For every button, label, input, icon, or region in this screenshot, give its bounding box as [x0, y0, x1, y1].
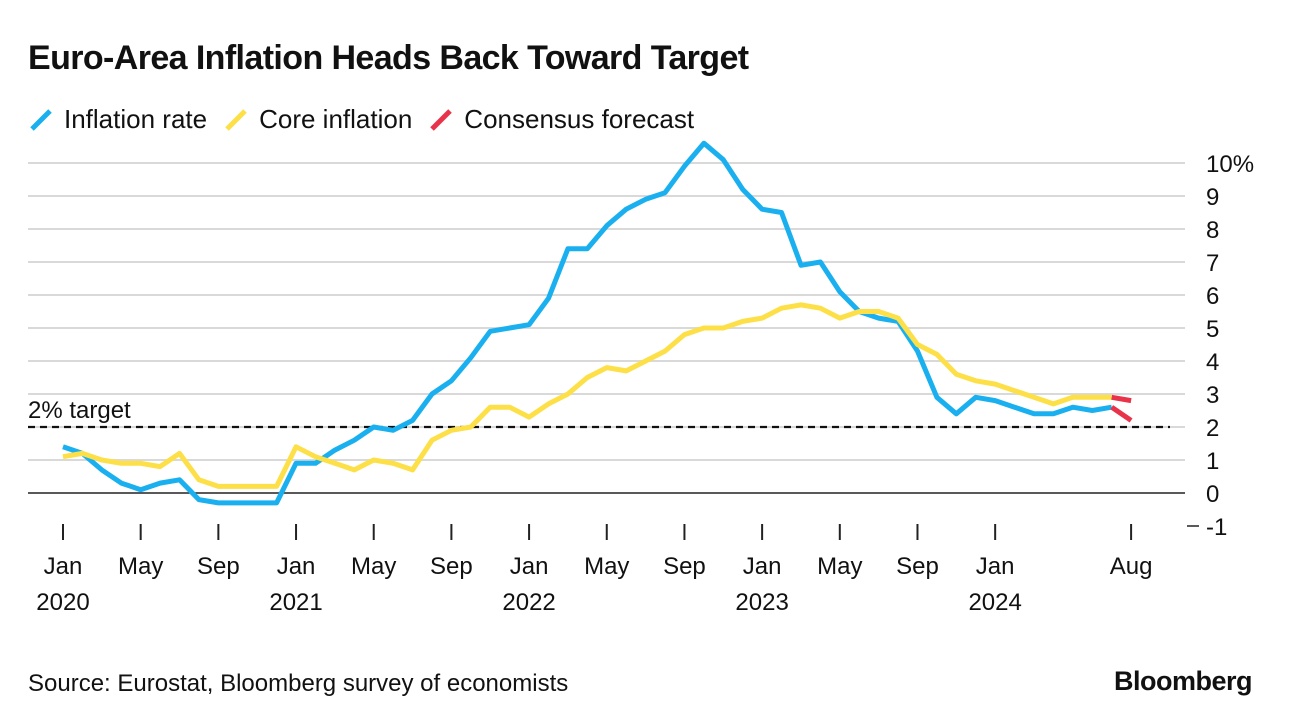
y-tick-label: 3	[1206, 382, 1219, 409]
x-tick-label: May	[351, 553, 396, 580]
legend-label: Core inflation	[259, 104, 413, 134]
x-tick-year: 2024	[968, 589, 1021, 616]
x-tick-label: Jan	[44, 553, 83, 580]
source-note: Source: Eurostat, Bloomberg survey of ec…	[28, 670, 569, 697]
y-tick-label: 4	[1206, 349, 1219, 376]
legend-label: Inflation rate	[64, 104, 208, 134]
y-tick-label: 10%	[1206, 151, 1254, 178]
legend-swatch-icon	[430, 108, 453, 131]
x-tick-label: Sep	[430, 553, 473, 580]
bloomberg-logo: Bloomberg	[1113, 666, 1253, 696]
legend-swatch-icon	[30, 108, 52, 131]
x-tick-label: Aug	[1110, 553, 1153, 580]
x-tick-label: Jan	[976, 553, 1015, 580]
legend-swatch-icon	[225, 108, 247, 131]
y-tick-label: 0	[1206, 481, 1219, 508]
y-tick-label: 7	[1206, 250, 1219, 277]
y-tick-label: 8	[1206, 217, 1219, 244]
legend-item-core-inflation: Core inflation	[223, 104, 412, 135]
y-tick-label: 1	[1206, 448, 1219, 475]
x-tick-year: 2022	[502, 589, 555, 616]
forecast-segment	[1111, 394, 1132, 404]
x-tick-label: May	[584, 553, 629, 580]
x-tick-label: Sep	[197, 553, 240, 580]
legend: Inflation rate Core inflation Consensus …	[28, 104, 710, 135]
legend-label: Consensus forecast	[464, 104, 695, 134]
x-tick-year: 2020	[36, 589, 89, 616]
series-line-inflation-rate	[62, 140, 1113, 506]
x-tick-year: 2023	[735, 589, 788, 616]
x-tick-label: Jan	[277, 553, 316, 580]
x-tick-year: 2021	[269, 589, 322, 616]
x-tick-label: Sep	[896, 553, 939, 580]
target-label: 2% target	[28, 397, 131, 424]
legend-item-inflation-rate: Inflation rate	[28, 104, 207, 135]
x-tick-label: May	[118, 553, 163, 580]
series-line-core-inflation	[62, 302, 1112, 489]
y-tick-label: 9	[1206, 184, 1219, 211]
x-tick-label: Jan	[743, 553, 782, 580]
forecast-segment	[1110, 405, 1133, 423]
y-tick-label: -1	[1206, 514, 1227, 541]
x-tick-label: Sep	[663, 553, 706, 580]
x-tick-label: Jan	[510, 553, 549, 580]
y-tick-label: 2	[1206, 415, 1219, 442]
legend-item-consensus-forecast: Consensus forecast	[428, 104, 694, 135]
y-tick-label: 5	[1206, 316, 1219, 343]
chart-title: Euro-Area Inflation Heads Back Toward Ta…	[28, 39, 749, 77]
y-tick-label: 6	[1206, 283, 1219, 310]
x-tick-label: May	[817, 553, 862, 580]
